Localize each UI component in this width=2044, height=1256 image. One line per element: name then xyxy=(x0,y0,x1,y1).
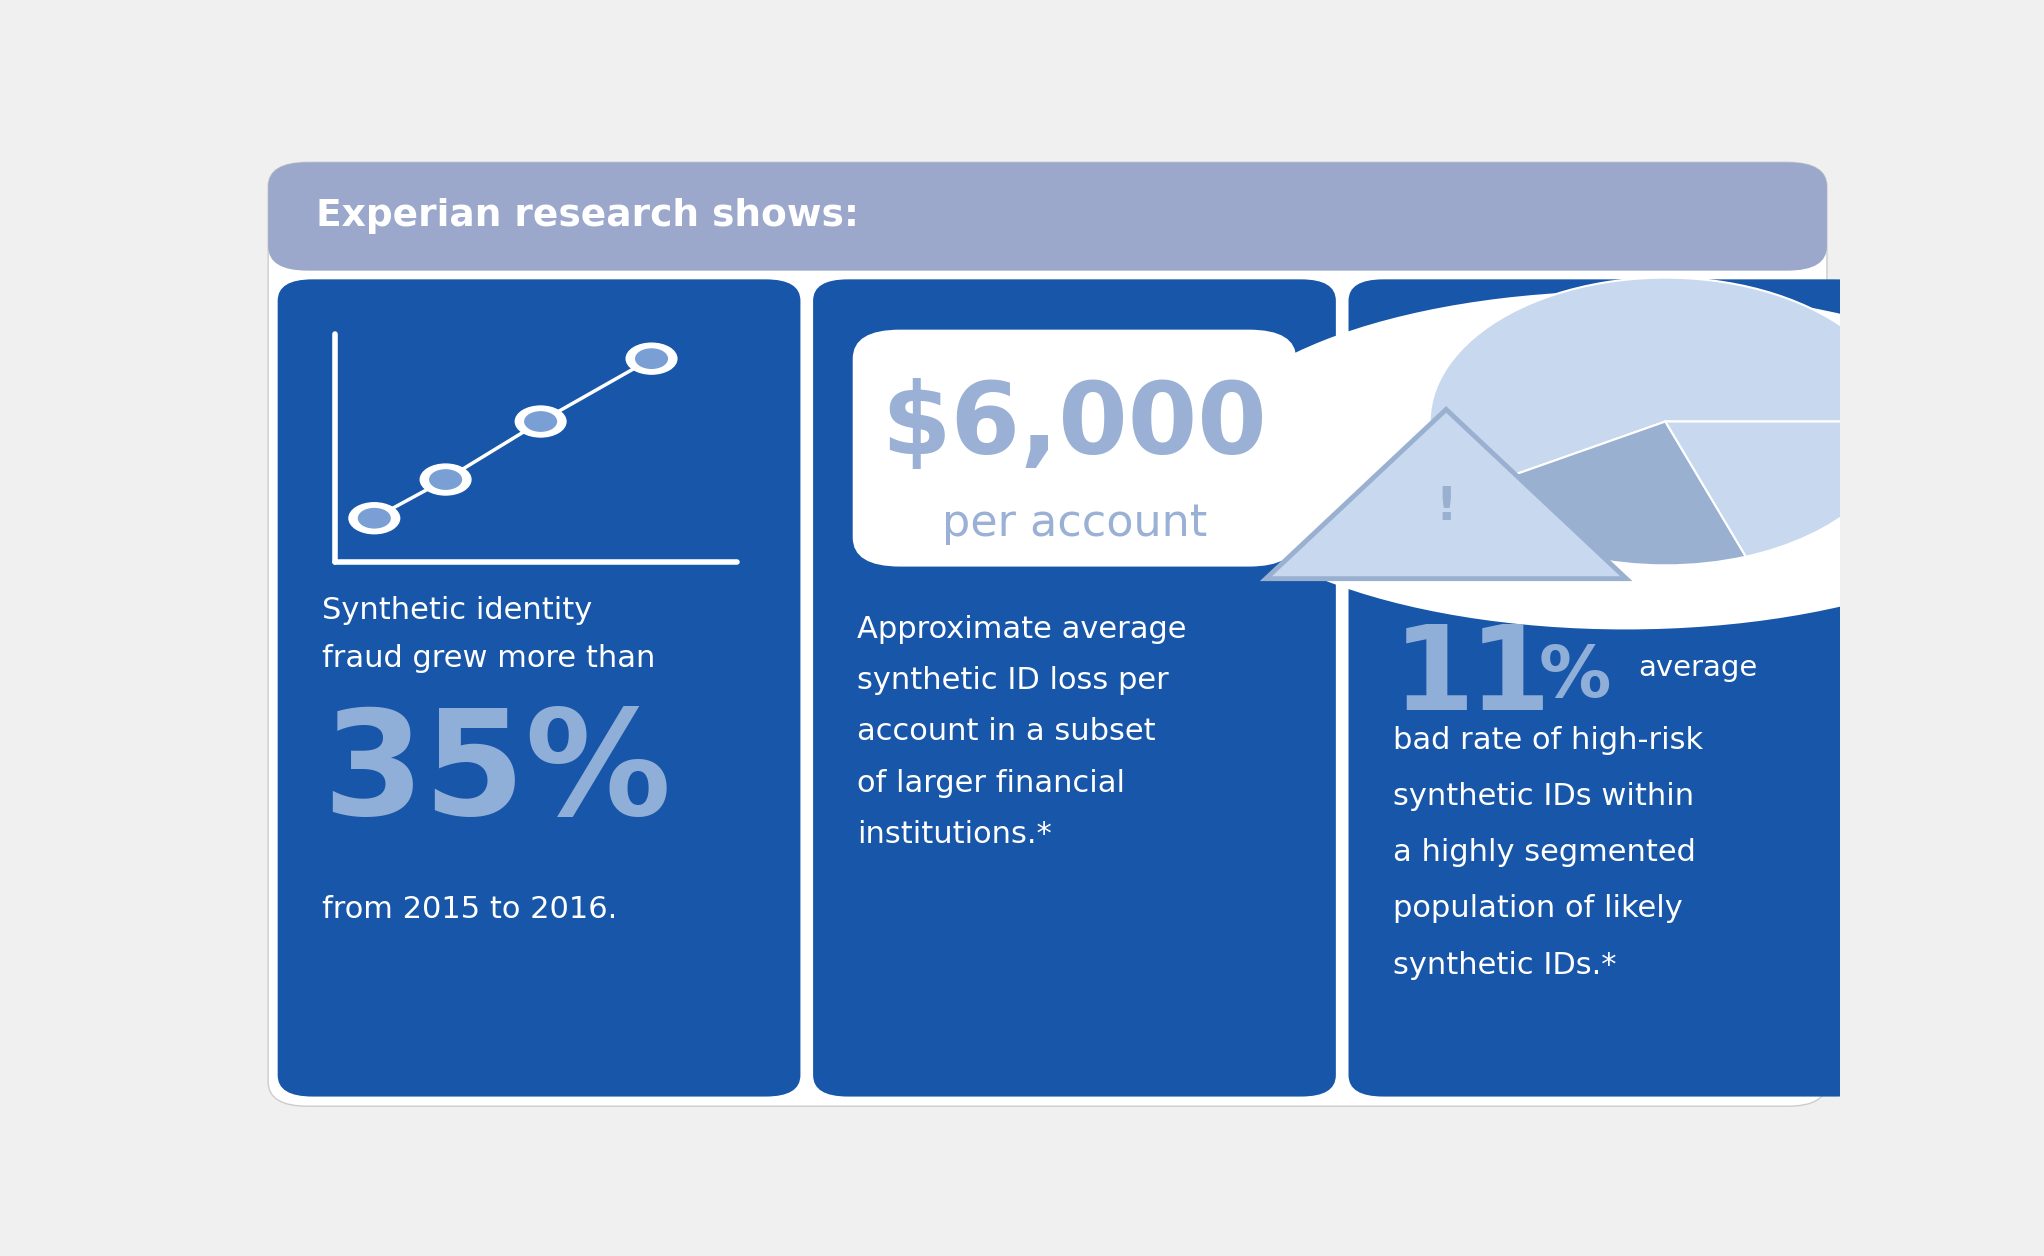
Circle shape xyxy=(625,343,677,374)
Text: %: % xyxy=(1539,643,1611,712)
Ellipse shape xyxy=(1198,291,2044,629)
Polygon shape xyxy=(1265,409,1627,579)
Circle shape xyxy=(350,502,401,534)
Wedge shape xyxy=(1429,278,1901,494)
Text: institutions.*: institutions.* xyxy=(858,820,1053,849)
Text: from 2015 to 2016.: from 2015 to 2016. xyxy=(323,896,617,924)
Circle shape xyxy=(421,463,470,495)
Wedge shape xyxy=(1666,422,1901,556)
Text: Synthetic identity: Synthetic identity xyxy=(323,595,593,624)
Text: per account: per account xyxy=(942,501,1208,545)
Text: !: ! xyxy=(1435,485,1457,530)
Circle shape xyxy=(525,412,556,431)
FancyBboxPatch shape xyxy=(278,279,801,1096)
Text: average: average xyxy=(1639,654,1758,682)
Circle shape xyxy=(429,470,462,490)
Text: bad rate of high-risk: bad rate of high-risk xyxy=(1392,726,1703,755)
Circle shape xyxy=(515,406,566,437)
Text: $6,000: $6,000 xyxy=(881,378,1267,475)
Text: of larger financial: of larger financial xyxy=(858,769,1126,798)
Text: Experian research shows:: Experian research shows: xyxy=(315,198,858,235)
Text: population of likely: population of likely xyxy=(1392,894,1682,923)
Text: synthetic IDs within: synthetic IDs within xyxy=(1392,782,1694,811)
Text: 35%: 35% xyxy=(323,705,670,845)
FancyBboxPatch shape xyxy=(268,162,1827,270)
FancyBboxPatch shape xyxy=(814,279,1337,1096)
FancyBboxPatch shape xyxy=(1349,279,1872,1096)
Text: account in a subset: account in a subset xyxy=(858,717,1157,746)
Text: 1: 1 xyxy=(1392,620,1476,735)
FancyBboxPatch shape xyxy=(852,329,1296,566)
Circle shape xyxy=(636,349,666,368)
Text: fraud grew more than: fraud grew more than xyxy=(323,644,656,673)
Text: a highly segmented: a highly segmented xyxy=(1392,838,1697,868)
FancyBboxPatch shape xyxy=(268,162,1827,1107)
Circle shape xyxy=(358,509,390,528)
Text: Approximate average: Approximate average xyxy=(858,615,1188,644)
Wedge shape xyxy=(1461,422,1746,565)
Text: synthetic IDs.*: synthetic IDs.* xyxy=(1392,951,1617,980)
Text: 1: 1 xyxy=(1470,620,1551,735)
Text: synthetic ID loss per: synthetic ID loss per xyxy=(858,666,1169,696)
